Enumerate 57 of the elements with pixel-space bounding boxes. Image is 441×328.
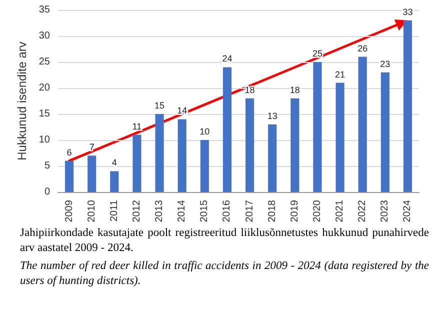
y-tick-label: 5 <box>44 160 50 172</box>
bar <box>64 160 74 192</box>
x-tick-label: 2009 <box>64 200 75 222</box>
x-tick-label: 2019 <box>289 200 300 222</box>
bar <box>313 62 322 192</box>
x-tick-label: 2017 <box>244 200 256 222</box>
x-tick-label: 2020 <box>312 200 323 222</box>
data-label: 6 <box>66 147 72 158</box>
bar <box>110 171 119 192</box>
bar <box>132 134 142 192</box>
y-tick-label: 35 <box>38 4 50 16</box>
data-label: 21 <box>335 69 346 80</box>
data-label: 10 <box>200 126 210 136</box>
x-tick-label: 2024 <box>402 200 414 222</box>
data-label: 18 <box>244 84 255 95</box>
data-label: 13 <box>267 110 278 121</box>
bar <box>358 56 367 192</box>
data-label: 18 <box>290 84 300 95</box>
x-tick-label: 2018 <box>266 200 278 222</box>
x-tick-label: 2010 <box>86 200 98 222</box>
data-label: 25 <box>312 48 322 58</box>
y-tick-label: 15 <box>38 108 50 120</box>
x-tick-label: 2021 <box>334 200 346 222</box>
bar <box>155 114 164 192</box>
bar <box>245 98 254 192</box>
data-label: 15 <box>154 100 165 110</box>
y-axis-title: Hukkunud isendite arv <box>14 42 29 160</box>
data-label: 26 <box>358 43 368 54</box>
bar <box>178 119 186 192</box>
bar <box>222 67 232 192</box>
y-tick-label: 30 <box>38 30 50 42</box>
x-tick-label: 2015 <box>199 200 210 222</box>
y-tick-label: 0 <box>44 186 50 198</box>
x-tick-label: 2011 <box>108 200 120 222</box>
x-tick-label: 2023 <box>380 200 391 222</box>
data-label: 4 <box>112 158 117 168</box>
y-tick-label: 25 <box>38 56 50 68</box>
y-tick-label: 20 <box>38 82 50 94</box>
x-tick-label: 2013 <box>154 200 166 222</box>
bar <box>268 124 277 192</box>
bar <box>290 98 300 192</box>
x-tick-label: 2016 <box>222 200 233 222</box>
data-label: 11 <box>132 121 142 132</box>
bar <box>336 82 344 192</box>
x-tick-label: 2014 <box>176 200 188 222</box>
data-label: 33 <box>402 6 413 17</box>
x-tick-label: 2022 <box>357 200 368 222</box>
data-label: 7 <box>89 142 94 152</box>
text: Jahipiirkondade kasutajate poolt registreeritud liiklusõnnetustes hukkunud punahirvede arv aastatel 2009 - 2024. <box>20 226 429 256</box>
text: The number of red deer killed in traffic accidents in 2009 - 2024 (data registered by the users of hunting districts). <box>20 259 429 289</box>
x-tick-label: 2012 <box>131 200 142 222</box>
data-label: 24 <box>222 54 232 64</box>
y-tick-label: 10 <box>38 134 50 146</box>
bar <box>380 72 390 192</box>
data-label: 23 <box>380 58 390 69</box>
bar <box>200 140 209 192</box>
bar <box>88 156 96 192</box>
